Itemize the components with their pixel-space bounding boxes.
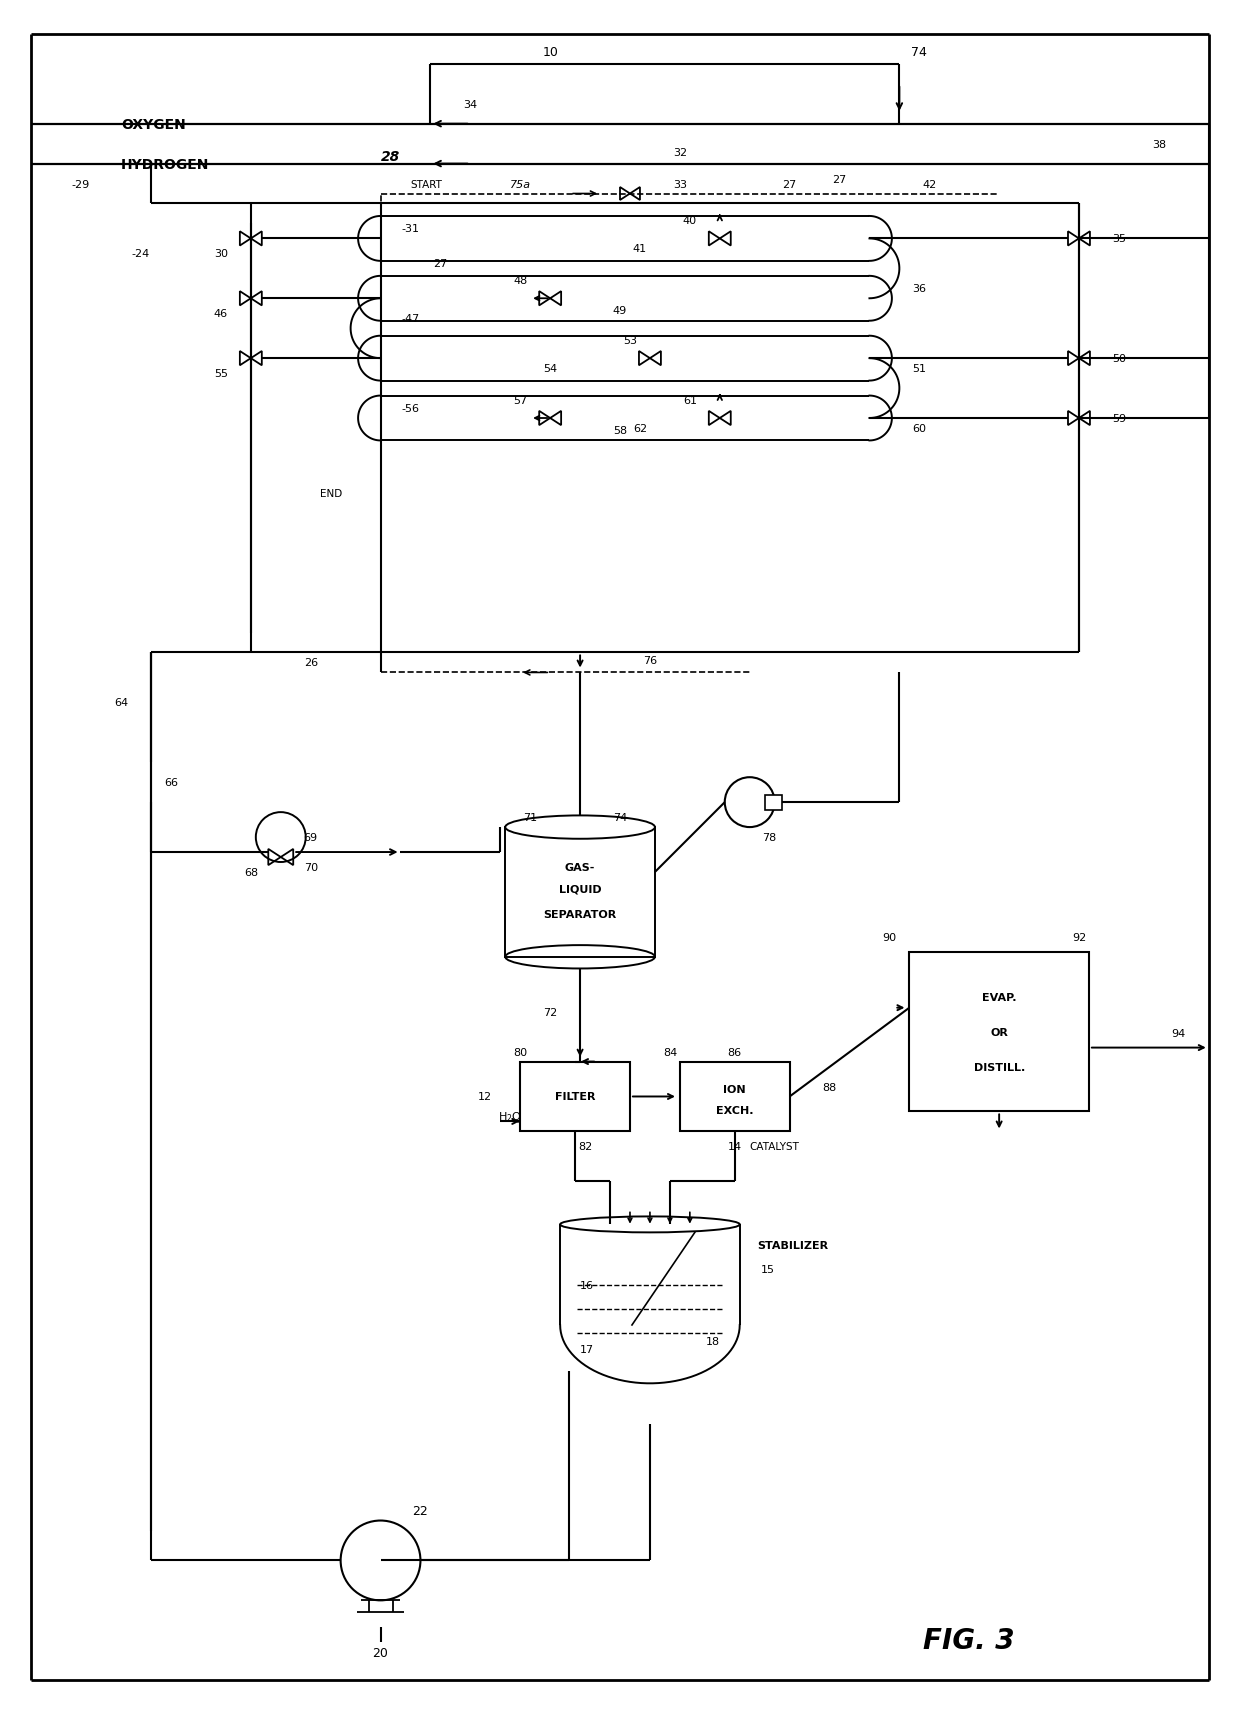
Text: 14: 14 <box>728 1141 742 1152</box>
Text: 61: 61 <box>683 397 697 405</box>
Text: 10: 10 <box>542 47 558 59</box>
Bar <box>909 953 1089 1112</box>
Circle shape <box>724 778 775 828</box>
Bar <box>765 795 782 811</box>
Text: 71: 71 <box>523 812 537 823</box>
Text: -47: -47 <box>402 313 419 324</box>
Text: OR: OR <box>991 1027 1008 1037</box>
Text: FIG. 3: FIG. 3 <box>924 1626 1016 1654</box>
Text: 58: 58 <box>613 426 627 436</box>
Text: 26: 26 <box>304 658 317 669</box>
Text: 40: 40 <box>683 216 697 227</box>
Text: 55: 55 <box>213 369 228 379</box>
Text: 60: 60 <box>913 424 926 433</box>
Text: 70: 70 <box>304 863 317 873</box>
Text: -31: -31 <box>402 225 419 234</box>
Text: 18: 18 <box>706 1335 720 1346</box>
Text: 90: 90 <box>883 932 897 942</box>
Text: 12: 12 <box>479 1091 492 1102</box>
Text: SEPARATOR: SEPARATOR <box>543 909 616 920</box>
Bar <box>505 828 655 958</box>
Text: 57: 57 <box>513 397 527 405</box>
Text: 27: 27 <box>433 260 448 268</box>
Text: -56: -56 <box>402 404 419 414</box>
Text: 53: 53 <box>622 336 637 346</box>
Text: 62: 62 <box>632 424 647 433</box>
Text: 80: 80 <box>513 1046 527 1057</box>
Text: 42: 42 <box>923 180 936 189</box>
Text: 16: 16 <box>580 1280 594 1290</box>
Text: 76: 76 <box>642 656 657 667</box>
Text: 15: 15 <box>760 1264 775 1275</box>
Text: CATALYST: CATALYST <box>750 1141 800 1152</box>
Text: 34: 34 <box>464 100 477 109</box>
Text: 68: 68 <box>244 868 258 878</box>
Text: LIQUID: LIQUID <box>559 885 601 894</box>
Text: 92: 92 <box>1071 932 1086 942</box>
Bar <box>680 1062 790 1131</box>
Text: 50: 50 <box>1112 353 1126 364</box>
Text: 74: 74 <box>613 812 627 823</box>
Text: 74: 74 <box>911 47 928 59</box>
Text: 88: 88 <box>822 1082 837 1091</box>
Text: STABILIZER: STABILIZER <box>758 1240 828 1251</box>
Text: 51: 51 <box>913 364 926 374</box>
Ellipse shape <box>560 1216 740 1233</box>
Text: 94: 94 <box>1172 1029 1185 1037</box>
Text: 64: 64 <box>114 698 128 708</box>
Text: 28: 28 <box>381 149 401 163</box>
Text: FILTER: FILTER <box>554 1091 595 1102</box>
Text: 72: 72 <box>543 1006 557 1017</box>
Text: 75a: 75a <box>510 180 531 189</box>
Text: DISTILL.: DISTILL. <box>973 1062 1024 1072</box>
Text: HYDROGEN: HYDROGEN <box>122 158 210 171</box>
Circle shape <box>255 812 306 863</box>
Text: EVAP.: EVAP. <box>982 992 1017 1001</box>
Text: 36: 36 <box>913 284 926 294</box>
Text: OXYGEN: OXYGEN <box>122 118 186 132</box>
Text: -29: -29 <box>71 180 89 189</box>
Text: 27: 27 <box>782 180 797 189</box>
Text: -24: -24 <box>131 249 149 260</box>
Text: 78: 78 <box>763 833 776 842</box>
Text: 17: 17 <box>580 1344 594 1354</box>
Text: 66: 66 <box>164 778 179 788</box>
Text: 33: 33 <box>673 180 687 189</box>
Text: 30: 30 <box>213 249 228 260</box>
Text: H$_2$O: H$_2$O <box>498 1110 522 1124</box>
Text: START: START <box>410 180 443 189</box>
Text: 84: 84 <box>662 1046 677 1057</box>
Text: 49: 49 <box>613 307 627 315</box>
Text: END: END <box>320 488 342 499</box>
Text: 86: 86 <box>728 1046 742 1057</box>
Text: 82: 82 <box>578 1141 593 1152</box>
Text: EXCH.: EXCH. <box>715 1105 754 1115</box>
Text: 32: 32 <box>673 147 687 158</box>
Text: 48: 48 <box>513 275 527 286</box>
Text: 35: 35 <box>1112 234 1126 244</box>
Ellipse shape <box>505 816 655 840</box>
Text: 59: 59 <box>1112 414 1126 424</box>
Text: 22: 22 <box>413 1503 428 1517</box>
Text: GAS-: GAS- <box>565 863 595 873</box>
Circle shape <box>341 1521 420 1600</box>
Text: 41: 41 <box>632 244 647 255</box>
Bar <box>521 1062 630 1131</box>
Text: 54: 54 <box>543 364 557 374</box>
Text: 38: 38 <box>1152 140 1166 149</box>
Text: ION: ION <box>723 1084 746 1095</box>
Text: 20: 20 <box>372 1645 388 1659</box>
Text: 46: 46 <box>213 308 228 319</box>
Text: 27: 27 <box>832 175 847 184</box>
Text: 69: 69 <box>304 833 317 842</box>
